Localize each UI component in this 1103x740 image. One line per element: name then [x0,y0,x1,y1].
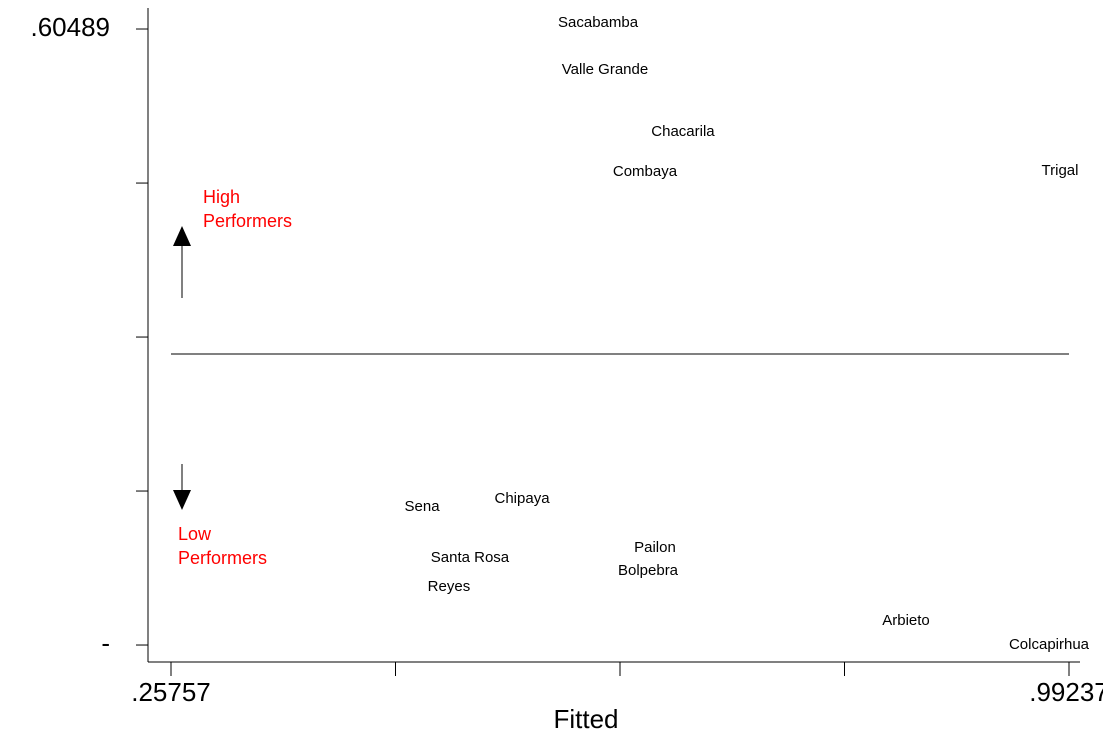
point-label: Bolpebra [618,562,679,579]
annotation-text: High [203,187,240,207]
point-label: Colcapirhua [1009,636,1090,653]
point-label: Chacarila [651,123,715,140]
y-tick-label: - [101,628,110,658]
point-label: Sena [405,498,441,515]
arrow-head [173,490,191,510]
point-label: Valle Grande [562,61,648,78]
x-axis-label: Fitted [553,704,618,734]
point-label: Pailon [634,539,676,556]
point-label: Sacabamba [558,14,639,31]
y-tick-label: .60489 [30,12,110,42]
x-tick-label: .99237 [1029,677,1103,707]
point-label: Chipaya [495,490,551,507]
point-label: Arbieto [882,612,930,629]
point-label: Reyes [428,578,471,595]
point-label: Combaya [613,163,678,180]
x-tick-label: .25757 [131,677,211,707]
annotation-text: Performers [178,548,267,568]
annotation-text: Low [178,524,212,544]
point-label: Santa Rosa [431,549,510,566]
point-label: Trigal [1042,162,1079,179]
annotation-text: Performers [203,211,292,231]
arrow-head [173,226,191,246]
